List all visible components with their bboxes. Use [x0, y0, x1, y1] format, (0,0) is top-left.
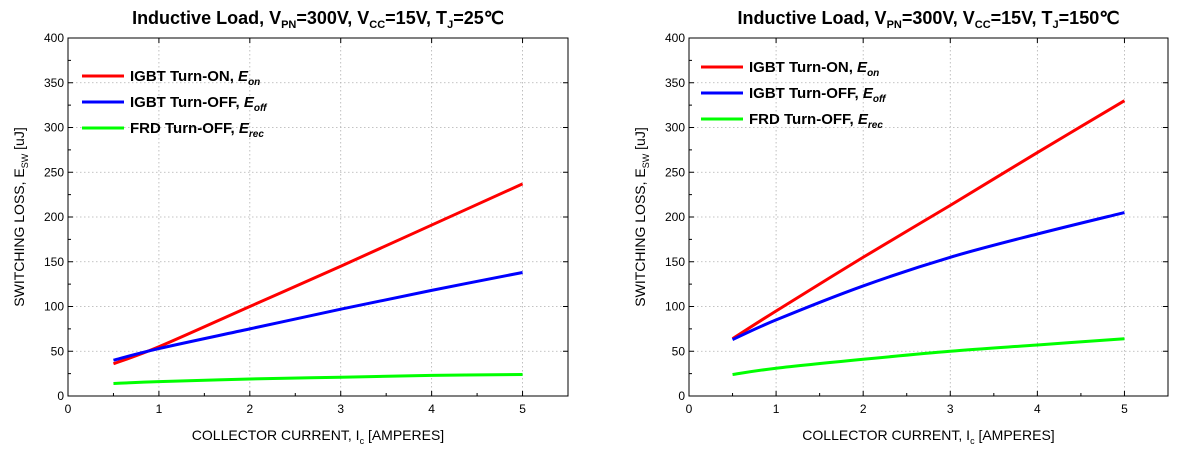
- legend-entry-rec: FRD Turn-OFF, Erec: [749, 111, 883, 131]
- legend-symbol: E: [858, 111, 869, 128]
- x-axis-label: COLLECTOR CURRENT, Ic [AMPERES]: [802, 427, 1054, 446]
- y-tick-label: 0: [57, 389, 64, 403]
- y-tick-label: 50: [51, 344, 65, 358]
- label-text: COLLECTOR CURRENT, I: [192, 427, 360, 443]
- label-text: =300V, V: [902, 8, 975, 28]
- y-tick-label: 300: [44, 121, 64, 135]
- legend-name: IGBT Turn-OFF,: [130, 94, 244, 111]
- label-text: SWITCHING LOSS, E: [632, 168, 648, 306]
- chart-title: Inductive Load, VPN=300V, VCC=15V, TJ=15…: [738, 8, 1120, 31]
- x-tick-label: 4: [1034, 402, 1041, 416]
- label-text: SWITCHING LOSS, E: [11, 168, 27, 306]
- series-line-off: [731, 211, 1125, 341]
- series-line-rec: [113, 373, 523, 385]
- x-tick-label: 0: [686, 402, 693, 416]
- legend-name: FRD Turn-OFF,: [749, 111, 858, 128]
- legend-name: FRD Turn-OFF,: [130, 120, 239, 137]
- legend-symbol: E: [238, 68, 249, 85]
- subscript-text: J: [1053, 19, 1059, 31]
- legend-name: IGBT Turn-ON,: [749, 59, 857, 76]
- subscript-text: c: [360, 436, 365, 446]
- legend-entry-off: IGBT Turn-OFF, Eoff: [749, 85, 887, 105]
- x-tick-label: 5: [519, 402, 526, 416]
- subscript-text: PN: [887, 19, 902, 31]
- subscript-text: SW: [20, 153, 30, 168]
- chart-title: Inductive Load, VPN=300V, VCC=15V, TJ=25…: [132, 8, 504, 31]
- series-line-on: [731, 99, 1126, 340]
- legend-subscript: off: [254, 103, 268, 114]
- y-tick-label: 250: [665, 165, 685, 179]
- y-tick-label: 150: [665, 255, 685, 269]
- y-tick-label: 0: [678, 389, 685, 403]
- subscript-text: CC: [369, 19, 385, 31]
- y-tick-label: 150: [44, 255, 64, 269]
- label-text: [uJ]: [11, 127, 27, 153]
- x-axis-label: COLLECTOR CURRENT, Ic [AMPERES]: [192, 427, 444, 446]
- y-tick-label: 100: [665, 300, 685, 314]
- label-text: [uJ]: [632, 127, 648, 153]
- subscript-text: c: [970, 436, 975, 446]
- legend-entry-on: IGBT Turn-ON, Eon: [130, 68, 260, 88]
- y-tick-label: 350: [665, 76, 685, 90]
- legend-symbol: E: [857, 59, 868, 76]
- chart-2: 0 1 2 3 4 5050100150200250300350400Inductive …: [632, 8, 1169, 446]
- label-text: Inductive Load, V: [132, 8, 281, 28]
- y-tick-label: 100: [44, 300, 64, 314]
- x-tick-label: 0: [65, 402, 72, 416]
- label-text: =150℃: [1059, 8, 1120, 28]
- x-tick-label: 1: [156, 402, 163, 416]
- label-text: =15V, T: [385, 8, 447, 28]
- x-tick-label: 4: [428, 402, 435, 416]
- y-tick-label: 250: [44, 165, 64, 179]
- x-tick-label: 3: [337, 402, 344, 416]
- legend-subscript: on: [867, 68, 879, 79]
- legend-symbol: E: [863, 85, 874, 102]
- y-tick-label: 50: [672, 344, 686, 358]
- label-text: =15V, T: [991, 8, 1053, 28]
- x-tick-label: 2: [860, 402, 867, 416]
- y-tick-label: 300: [665, 121, 685, 135]
- legend-symbol: E: [239, 120, 250, 137]
- y-tick-label: 400: [665, 31, 685, 45]
- series-line-rec: [732, 337, 1125, 377]
- legend-subscript: off: [873, 94, 887, 105]
- legend-subscript: on: [248, 77, 260, 88]
- x-tick-label: 3: [947, 402, 954, 416]
- legend-entry-on: IGBT Turn-ON, Eon: [749, 59, 879, 79]
- series-line-on: [112, 182, 524, 366]
- y-tick-label: 200: [665, 210, 685, 224]
- legend-symbol: E: [244, 94, 255, 111]
- legend-subscript: rec: [249, 129, 264, 140]
- subscript-text: SW: [641, 153, 651, 168]
- y-tick-label: 200: [44, 210, 64, 224]
- label-text: [AMPERES]: [975, 427, 1055, 443]
- y-tick-label: 350: [44, 76, 64, 90]
- label-text: =25℃: [453, 8, 504, 28]
- y-axis-label: SWITCHING LOSS, ESW [uJ]: [632, 127, 651, 306]
- x-tick-label: 2: [246, 402, 253, 416]
- label-text: =300V, V: [296, 8, 369, 28]
- subscript-text: CC: [975, 19, 991, 31]
- legend-name: IGBT Turn-OFF,: [749, 85, 863, 102]
- x-tick-label: 5: [1121, 402, 1128, 416]
- legend-subscript: rec: [868, 120, 883, 131]
- legend-entry-rec: FRD Turn-OFF, Erec: [130, 120, 264, 140]
- label-text: Inductive Load, V: [738, 8, 887, 28]
- legend-entry-off: IGBT Turn-OFF, Eoff: [130, 94, 268, 114]
- legend-name: IGBT Turn-ON,: [130, 68, 238, 85]
- x-tick-label: 1: [773, 402, 780, 416]
- subscript-text: PN: [281, 19, 296, 31]
- series-line-off: [113, 271, 523, 362]
- label-text: COLLECTOR CURRENT, I: [802, 427, 970, 443]
- label-text: [AMPERES]: [364, 427, 444, 443]
- y-axis-label: SWITCHING LOSS, ESW [uJ]: [11, 127, 30, 306]
- subscript-text: J: [447, 19, 453, 31]
- y-tick-label: 400: [44, 31, 64, 45]
- chart-1: 0 1 2 3 4 5050100150200250300350400Inductive …: [11, 8, 569, 446]
